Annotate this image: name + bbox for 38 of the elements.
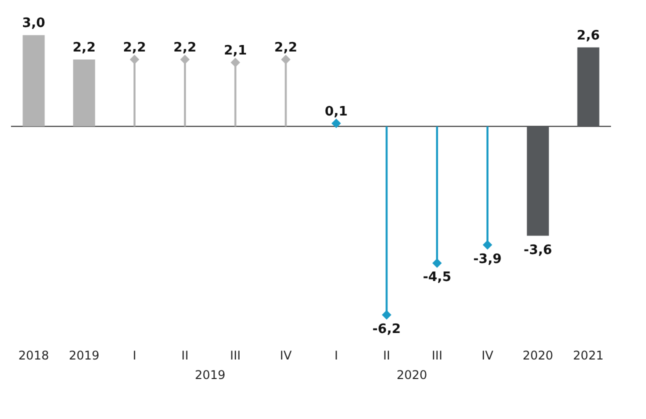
- bar: [577, 47, 600, 126]
- data-label: -3,6: [524, 242, 552, 258]
- bar: [73, 59, 96, 126]
- bar: [526, 126, 549, 236]
- data-label: 2,1: [224, 44, 247, 59]
- point: [281, 54, 291, 64]
- x-tick-label: I: [334, 348, 338, 362]
- text: 2020: [396, 368, 428, 382]
- data-label: 2,2: [173, 40, 196, 56]
- data-label: 2,6: [576, 28, 600, 44]
- x-tick-label: II: [181, 348, 188, 362]
- data-label: 2,2: [123, 40, 146, 56]
- data-label: 2,2: [274, 40, 298, 56]
- x-tick-label: III: [230, 348, 241, 362]
- data-label: -6,2: [372, 322, 401, 337]
- data-label: 2,2: [72, 40, 96, 56]
- point: [382, 310, 392, 320]
- x-tick-label: I: [132, 348, 136, 362]
- data-label: 0,1: [324, 104, 348, 120]
- data-label: -3,9: [473, 252, 502, 267]
- x-tick-label: II: [383, 348, 390, 362]
- x-tick-label: 2021: [573, 348, 604, 362]
- point: [230, 58, 240, 68]
- point: [331, 118, 341, 128]
- point: [180, 54, 190, 64]
- x-tick-label: IV: [280, 348, 292, 362]
- point: [130, 54, 140, 64]
- x-tick-label: 2019: [68, 348, 100, 362]
- x-tick-label: 2018: [18, 348, 49, 362]
- point: [482, 240, 492, 250]
- x-tick-label: IV: [482, 348, 494, 362]
- data-label: -4,5: [422, 270, 452, 286]
- x-tick-label: 2020: [522, 348, 554, 362]
- data-label: 3,0: [22, 16, 46, 32]
- bar: [22, 35, 45, 126]
- text: 2019: [194, 368, 226, 382]
- point: [432, 258, 442, 268]
- x-tick-label: III: [432, 348, 442, 362]
